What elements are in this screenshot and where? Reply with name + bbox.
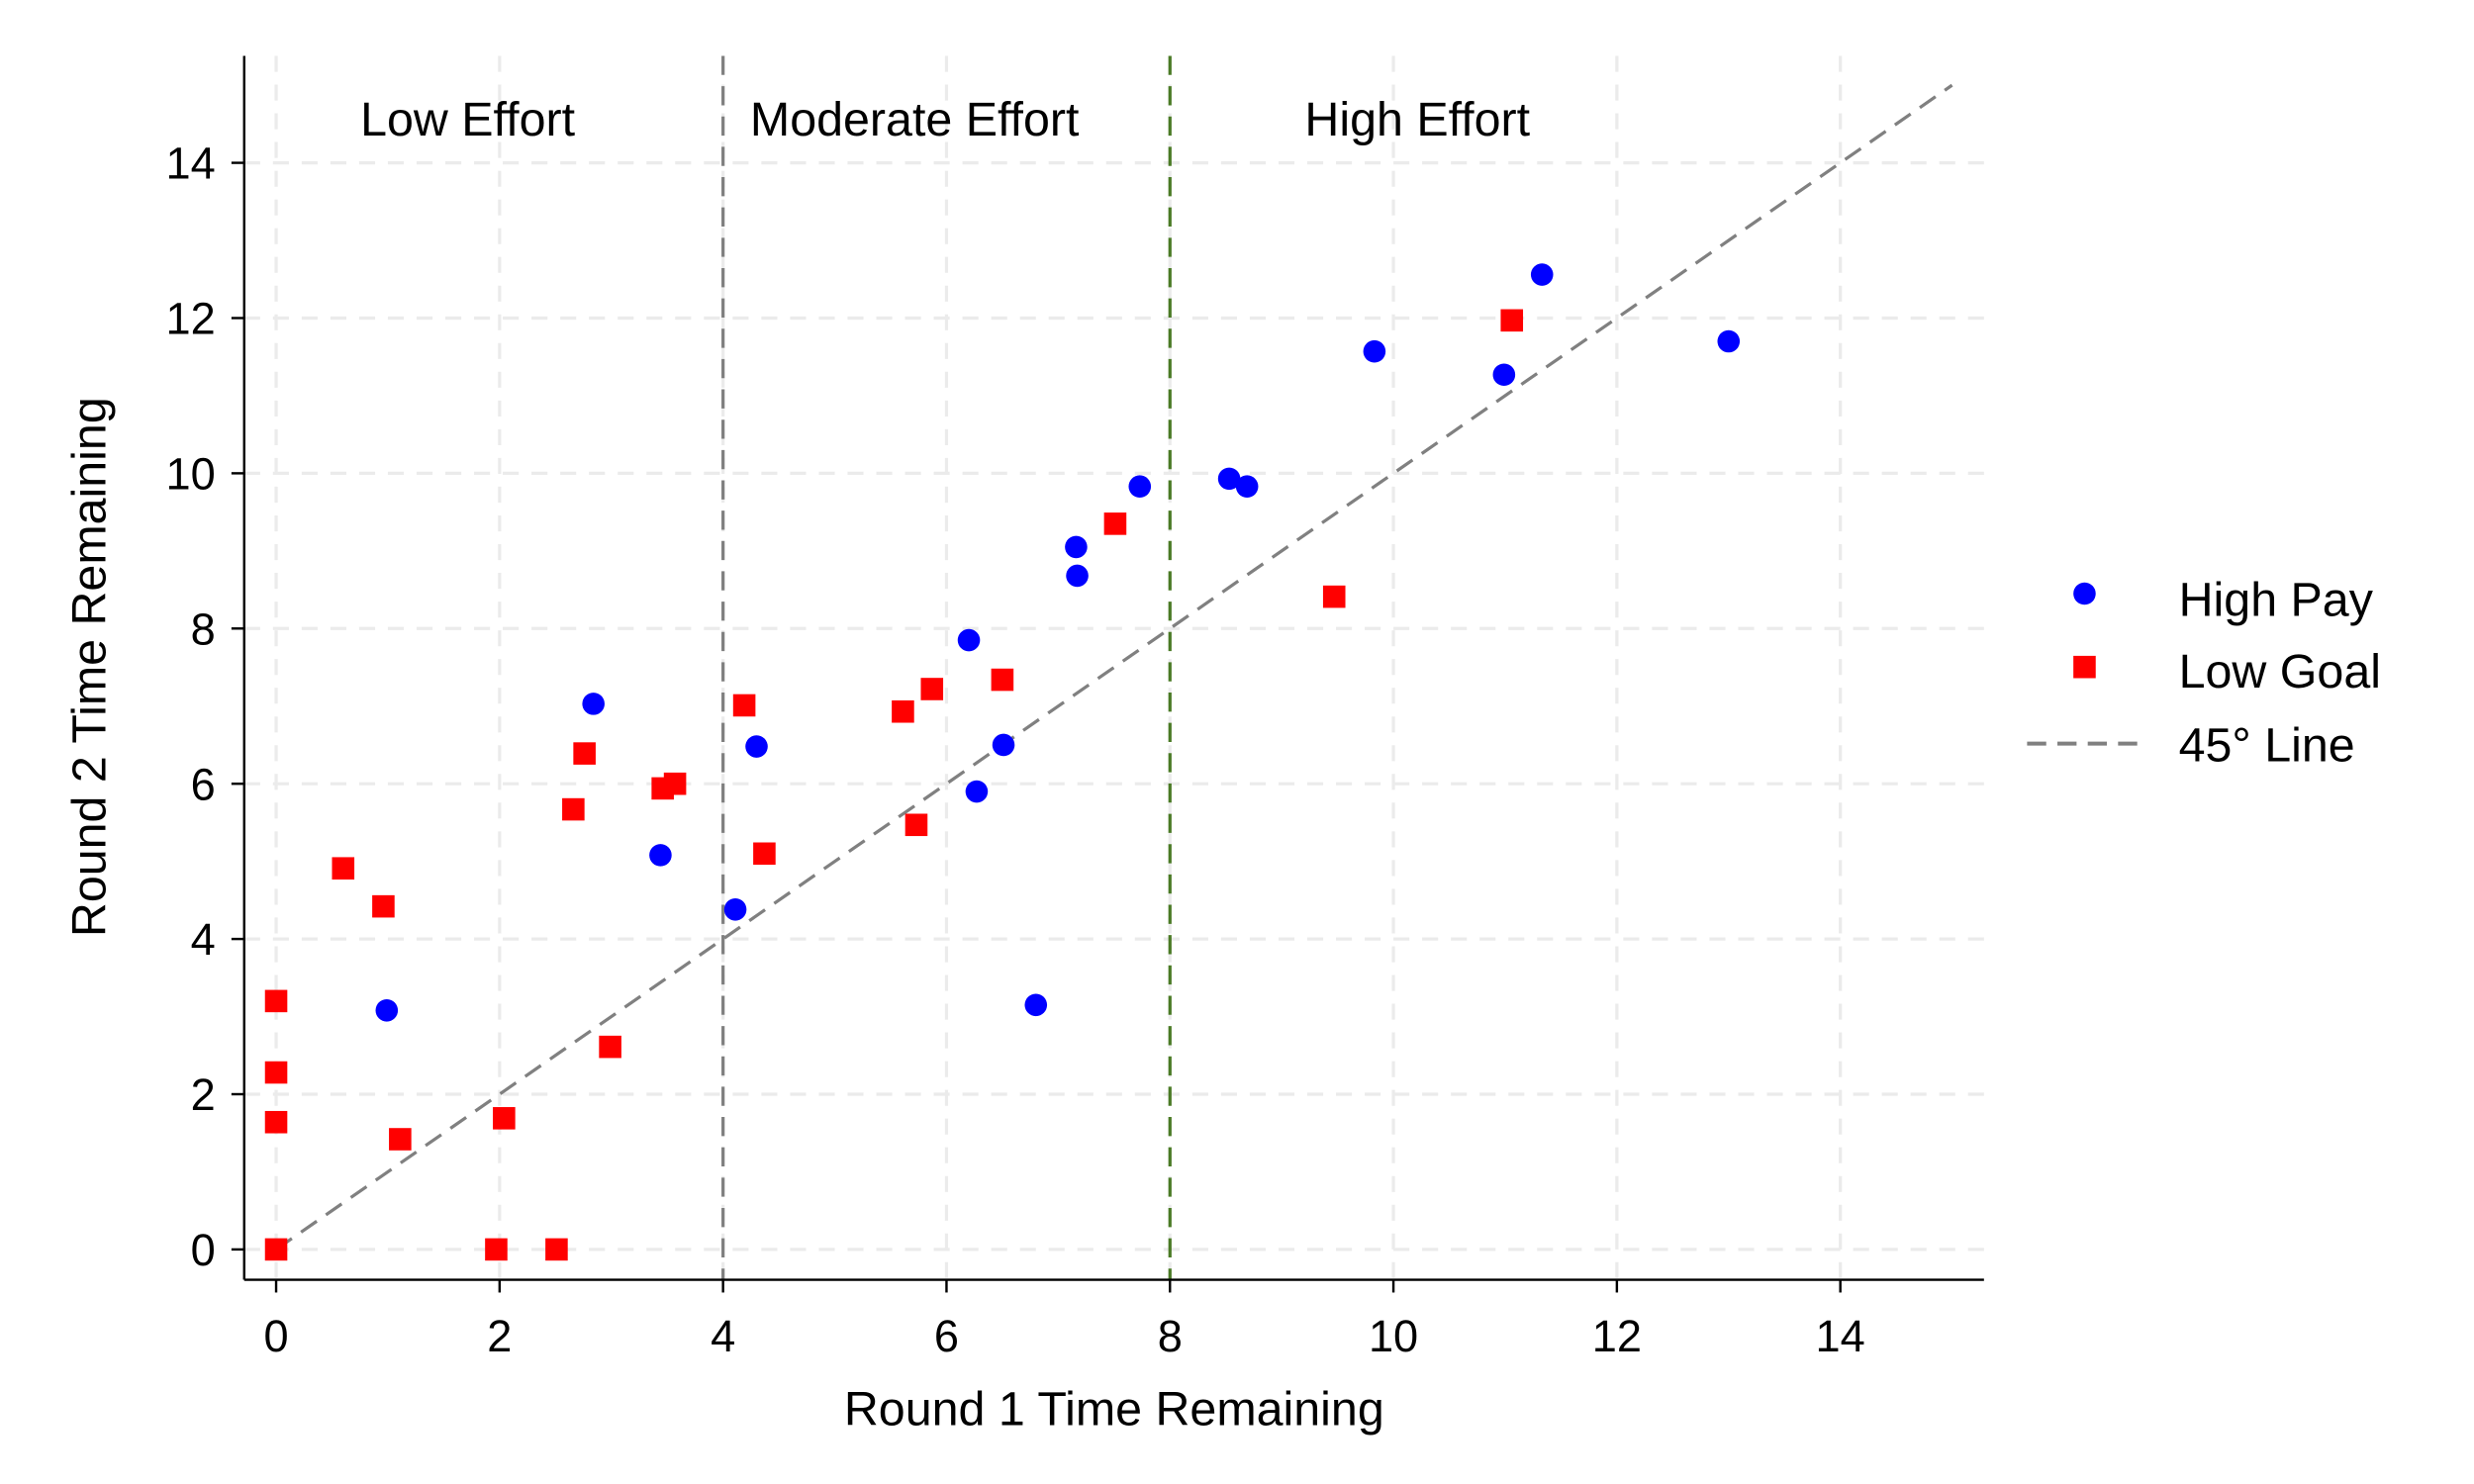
low-goal-point [264, 989, 288, 1013]
low-goal-point [332, 857, 355, 880]
high-pay-point [723, 897, 747, 921]
region-labels: Low Effort Moderate Effort High Effort [360, 93, 1531, 146]
low-goal-point [264, 1061, 288, 1084]
legend-high-pay-marker [2073, 582, 2096, 605]
low-goal-point [573, 742, 596, 765]
legend-45-line-label: 45° Line [2179, 718, 2355, 772]
effort-divider-lines [721, 55, 1172, 1280]
low-goal-point [264, 1238, 288, 1261]
y-tick-label: 10 [166, 449, 216, 500]
high-pay-point [1217, 467, 1241, 491]
high-pay-point [957, 628, 981, 652]
low-goal-point [493, 1107, 516, 1130]
y-tick-label: 2 [191, 1069, 216, 1120]
high-pay-point [745, 735, 768, 758]
data-points [264, 263, 1741, 1261]
low-goal-point [1322, 585, 1346, 608]
low-goal-point [920, 678, 944, 700]
low-goal-point [599, 1035, 621, 1059]
legend-high-pay-label: High Pay [2179, 574, 2374, 627]
x-tick-label: 0 [263, 1311, 288, 1361]
low-goal-point [562, 797, 585, 821]
high-pay-point [375, 998, 399, 1022]
high-pay-point [1066, 564, 1089, 588]
high-pay-point [582, 693, 605, 715]
low-goal-point [732, 694, 756, 717]
low-goal-point [264, 1110, 288, 1134]
low-goal-point [892, 699, 914, 723]
low-goal-point [991, 668, 1014, 692]
reference-line-group [275, 83, 1953, 1252]
region-label: Low Effort [360, 93, 575, 146]
low-goal-point [389, 1128, 412, 1151]
low-goal-point [372, 894, 395, 918]
low-goal-point [904, 813, 928, 837]
high-pay-point [1024, 993, 1048, 1017]
ticks: 0 2 4 6 8 10 12 14 0 2 4 6 8 10 12 14 [166, 139, 1865, 1361]
y-tick-label: 14 [166, 139, 216, 189]
high-pay-point [965, 780, 989, 803]
high-pay-point [992, 733, 1015, 757]
low-goal-point [485, 1238, 508, 1261]
legend-low-goal-label: Low Goal [2179, 645, 2381, 698]
high-pay-point [649, 844, 672, 867]
region-label: High Effort [1304, 93, 1530, 146]
x-tick-label: 4 [711, 1311, 735, 1361]
low-goal-point [663, 772, 687, 795]
legend-low-goal-marker [2073, 655, 2096, 679]
y-tick-label: 6 [191, 759, 216, 809]
high-pay-point [1717, 329, 1741, 353]
reference-line-45 [275, 83, 1953, 1252]
high-pay-point [1492, 363, 1516, 387]
x-axis-title: Round 1 Time Remaining [844, 1382, 1384, 1436]
high-pay-point [1065, 535, 1088, 559]
y-axis-title: Round 2 Time Remaining [62, 397, 116, 937]
low-goal-point [1103, 512, 1127, 535]
axes [242, 55, 1984, 1281]
gridlines [243, 55, 1984, 1280]
y-tick-label: 8 [191, 603, 216, 654]
y-tick-label: 12 [166, 294, 216, 344]
low-goal-point [545, 1238, 568, 1261]
x-tick-label: 8 [1158, 1311, 1183, 1361]
x-tick-label: 2 [487, 1311, 512, 1361]
high-pay-point [1530, 263, 1554, 286]
y-tick-label: 0 [191, 1225, 216, 1275]
legend: High Pay Low Goal 45° Line [2027, 574, 2381, 772]
high-pay-point [1128, 475, 1152, 499]
x-tick-label: 6 [934, 1311, 959, 1361]
y-tick-label: 4 [191, 914, 216, 965]
high-pay-point [1363, 339, 1386, 363]
region-label: Moderate Effort [750, 93, 1080, 146]
x-tick-label: 14 [1816, 1311, 1865, 1361]
low-goal-point [1500, 309, 1524, 332]
x-tick-label: 12 [1592, 1311, 1642, 1361]
high-pay-point [1235, 475, 1259, 499]
x-tick-label: 10 [1369, 1311, 1418, 1361]
low-goal-point [753, 842, 776, 866]
